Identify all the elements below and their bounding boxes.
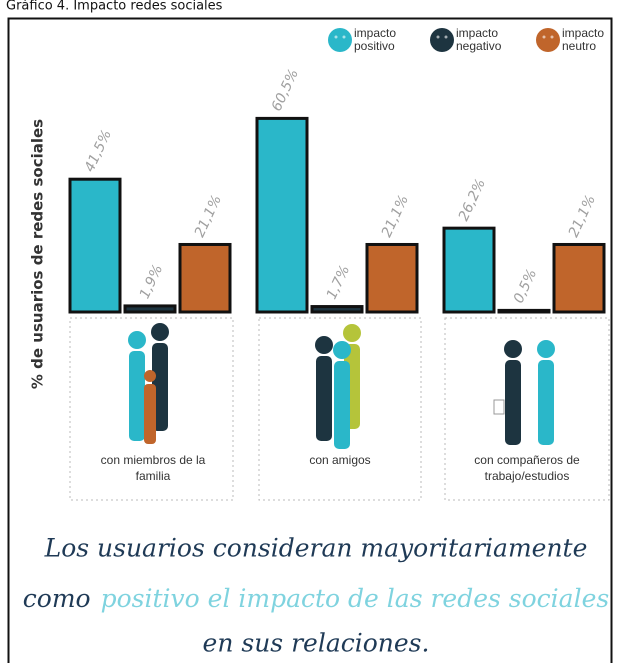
legend-label: impacto neutro: [562, 27, 605, 53]
bar: [442, 226, 496, 314]
value-label: 1,9%: [137, 262, 167, 301]
legend-box: impacto positivo: [354, 27, 397, 53]
legend-face: [334, 35, 338, 39]
annotation: como positivo el impacto de las redes soc…: [23, 584, 609, 613]
legend-swatch: [328, 28, 352, 52]
annotation: en sus relaciones.: [203, 629, 430, 658]
value-label: 21,1%: [379, 193, 412, 240]
value-label: 21,1%: [192, 193, 225, 240]
bar: [255, 116, 309, 314]
legend-swatch: [536, 28, 560, 52]
value-label: 21,1%: [566, 193, 599, 240]
bar: [497, 308, 551, 314]
frame: [7, 17, 613, 663]
value-label: 1,7%: [324, 263, 354, 302]
bar: [123, 304, 177, 314]
category-label: con compañeros de trabajo/estudios: [474, 453, 580, 483]
legend-label: impacto negativo: [456, 27, 502, 53]
legend-swatch: [430, 28, 454, 52]
bar: [552, 242, 606, 314]
legend-label: impacto positivo: [354, 27, 397, 53]
bar: [365, 242, 419, 314]
category-label: con amigos: [309, 453, 371, 467]
category-label-box: con compañeros de trabajo/estudios: [474, 453, 580, 483]
value-label: 41,5%: [82, 128, 115, 175]
legend-box: impacto neutro: [562, 27, 605, 53]
bar: [310, 305, 364, 314]
annotation: Los usuarios consideran mayoritariamente: [44, 534, 588, 563]
legend-face: [542, 35, 546, 39]
people-icons: [128, 323, 555, 449]
category-label-box: con miembros de la familia: [100, 453, 206, 483]
y-axis-label: % de usuarios de redes sociales: [29, 119, 47, 389]
value-label: 60,5%: [269, 67, 302, 114]
category-label: con miembros de la familia: [100, 453, 206, 483]
bar: [68, 177, 122, 314]
category-label-box: con amigos: [309, 453, 371, 467]
group-boxes: [69, 317, 610, 501]
legend-face: [444, 35, 448, 39]
annotation-highlight: positivo el impacto de las redes sociale…: [101, 584, 610, 613]
legend-face: [550, 35, 554, 39]
chart-title: Gráfico 4. Impacto redes sociales: [6, 0, 223, 14]
value-label: 26,2%: [456, 176, 489, 223]
legend-box: impacto negativo: [456, 27, 502, 53]
legend-face: [436, 35, 440, 39]
value-label: 0,5%: [511, 267, 541, 306]
legend-face: [342, 35, 346, 39]
annotation: como: [23, 584, 91, 613]
bar: [178, 242, 232, 314]
